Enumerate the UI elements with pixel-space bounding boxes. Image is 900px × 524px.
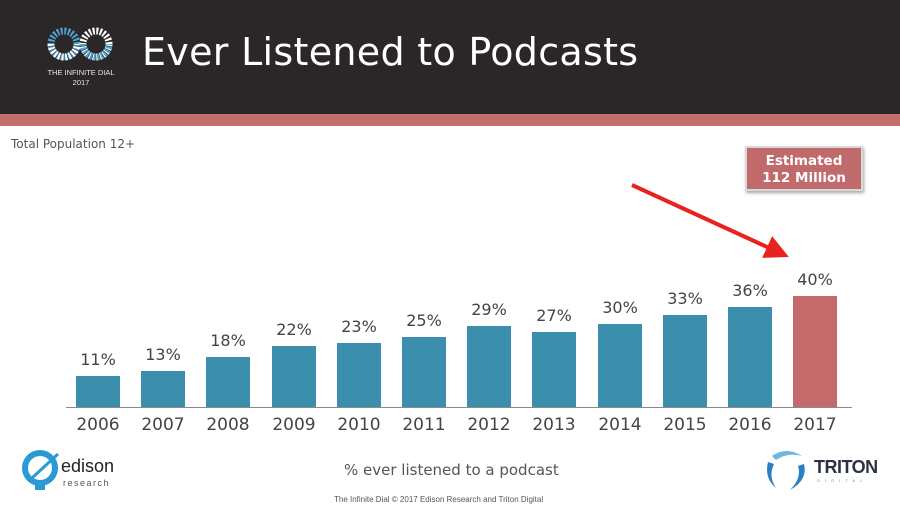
bar-2007 <box>141 371 185 407</box>
category-label-2014: 2014 <box>598 415 642 435</box>
value-label-2006: 11% <box>80 350 116 369</box>
value-label-2011: 25% <box>406 311 442 330</box>
bar-2012 <box>467 326 511 407</box>
category-label-2009: 2009 <box>272 415 316 435</box>
logo-line2: 2017 <box>72 78 90 87</box>
category-label-2016: 2016 <box>728 415 772 435</box>
triton-logo-sub: DIGITAL <box>817 478 868 483</box>
bar-2016 <box>728 307 772 407</box>
category-label-2007: 2007 <box>141 415 185 435</box>
callout-line1: Estimated <box>765 153 843 169</box>
bar-2013 <box>532 332 576 407</box>
triton-digital-logo-icon <box>767 451 805 490</box>
header-bar <box>0 0 900 114</box>
logo-line1: THE INFINITE DIAL <box>47 68 115 77</box>
bar-2015 <box>663 315 707 407</box>
x-axis-line <box>66 407 852 408</box>
value-label-2012: 29% <box>471 300 507 319</box>
page-title: Ever Listened to Podcasts <box>142 30 639 74</box>
edison-logo-sub: research <box>63 478 111 488</box>
category-label-2011: 2011 <box>402 415 446 435</box>
value-label-2010: 23% <box>341 317 377 336</box>
estimate-callout: Estimated 112 Million <box>745 146 863 191</box>
edison-logo-word: edison <box>61 456 115 476</box>
category-label-2006: 2006 <box>76 415 120 435</box>
value-label-2008: 18% <box>210 331 246 350</box>
category-label-2010: 2010 <box>337 415 381 435</box>
bar-2008 <box>206 357 250 407</box>
category-label-2013: 2013 <box>532 415 576 435</box>
value-label-2009: 22% <box>276 320 312 339</box>
callout-line2: 112 Million <box>762 170 846 186</box>
value-label-2014: 30% <box>602 298 638 317</box>
category-label-2015: 2015 <box>663 415 707 435</box>
bar-2011 <box>402 337 446 407</box>
category-label-2012: 2012 <box>467 415 511 435</box>
bar-2006 <box>76 376 120 407</box>
value-label-2015: 33% <box>667 289 703 308</box>
header-accent-stripe <box>0 114 900 126</box>
category-label-2017: 2017 <box>793 415 837 435</box>
copyright-footer: The Infinite Dial © 2017 Edison Research… <box>334 495 544 504</box>
infinite-dial-logo-icon <box>47 27 113 61</box>
infinite-dial-logo-text: THE INFINITE DIAL 2017 <box>36 68 126 88</box>
category-label-2008: 2008 <box>206 415 250 435</box>
triton-logo-word: TRITON <box>814 457 878 477</box>
edison-research-logo-icon <box>22 450 60 490</box>
population-subtitle: Total Population 12+ <box>11 137 136 151</box>
bar-2017 <box>793 296 837 407</box>
bar-2014 <box>598 324 642 407</box>
value-label-2007: 13% <box>145 345 181 364</box>
value-label-2016: 36% <box>732 281 768 300</box>
value-label-2017: 40% <box>797 270 833 289</box>
chart-caption: % ever listened to a podcast <box>344 461 559 479</box>
bar-2010 <box>337 343 381 407</box>
bar-2009 <box>272 346 316 407</box>
value-label-2013: 27% <box>536 306 572 325</box>
